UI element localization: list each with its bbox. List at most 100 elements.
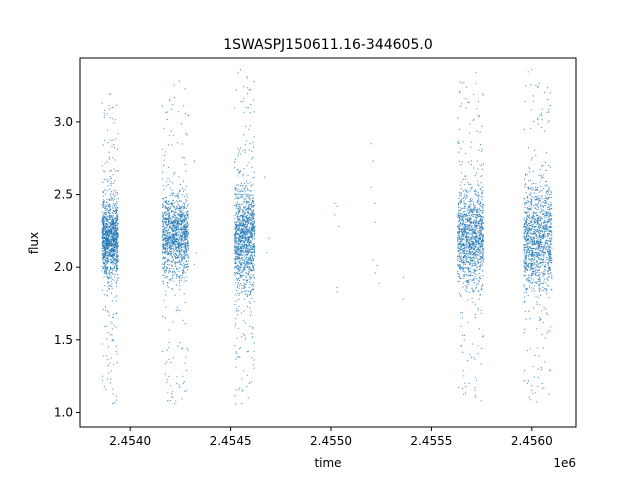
data-point xyxy=(169,214,171,216)
data-point xyxy=(239,193,241,195)
data-point xyxy=(467,281,469,283)
data-point xyxy=(481,216,483,218)
data-point xyxy=(467,232,469,234)
data-point xyxy=(481,265,483,267)
data-point xyxy=(176,262,179,264)
data-point xyxy=(479,278,481,280)
data-point xyxy=(480,264,482,266)
data-point xyxy=(112,249,114,251)
data-point xyxy=(176,254,178,256)
data-point xyxy=(182,209,184,211)
data-point xyxy=(185,261,187,263)
data-point xyxy=(110,240,112,242)
data-point xyxy=(116,361,118,364)
data-point xyxy=(184,267,186,269)
data-point xyxy=(459,215,461,217)
data-point xyxy=(468,251,470,253)
data-point xyxy=(236,314,238,316)
data-point xyxy=(173,192,175,194)
data-point xyxy=(242,218,244,220)
data-point xyxy=(114,258,116,260)
data-point xyxy=(164,151,167,153)
data-point xyxy=(251,262,253,265)
data-point xyxy=(478,235,480,237)
data-point xyxy=(253,171,255,173)
data-point xyxy=(107,221,109,223)
data-point xyxy=(460,221,462,223)
data-point xyxy=(460,295,462,297)
data-point xyxy=(236,197,238,199)
data-point xyxy=(115,395,117,397)
data-point xyxy=(108,227,111,229)
data-point xyxy=(234,245,236,247)
data-point xyxy=(248,208,250,210)
data-point xyxy=(479,226,481,228)
data-point xyxy=(471,228,473,230)
data-point xyxy=(170,210,172,212)
data-point xyxy=(104,114,106,116)
data-point xyxy=(113,234,115,236)
data-point xyxy=(175,267,178,269)
data-point xyxy=(471,188,473,190)
data-point xyxy=(178,227,180,229)
data-point xyxy=(465,86,468,88)
data-point xyxy=(243,228,245,231)
data-point xyxy=(479,203,481,205)
data-point xyxy=(480,242,482,244)
data-point xyxy=(162,251,164,253)
data-point xyxy=(467,225,469,227)
data-point xyxy=(163,231,165,233)
data-point xyxy=(173,271,176,273)
data-point xyxy=(481,218,483,220)
data-point xyxy=(470,270,472,272)
data-point xyxy=(234,303,236,306)
data-point xyxy=(172,224,175,226)
data-point xyxy=(254,232,256,234)
data-point xyxy=(468,271,470,273)
data-point xyxy=(103,254,105,256)
data-point xyxy=(469,274,471,276)
data-point xyxy=(107,233,109,235)
data-point xyxy=(175,277,178,279)
data-point xyxy=(235,229,237,231)
data-point xyxy=(242,175,244,177)
data-point xyxy=(243,265,245,267)
data-point xyxy=(465,213,467,215)
data-point xyxy=(472,263,474,265)
data-point xyxy=(112,226,114,228)
data-point xyxy=(175,232,177,234)
data-point xyxy=(106,246,108,248)
data-point xyxy=(117,235,119,237)
data-point xyxy=(167,243,169,245)
data-point xyxy=(239,236,241,239)
data-point xyxy=(106,189,108,192)
data-point xyxy=(471,236,473,238)
data-point xyxy=(471,211,473,213)
data-point xyxy=(234,272,236,274)
data-point xyxy=(242,232,244,234)
data-point xyxy=(461,250,463,252)
data-point xyxy=(237,228,239,230)
data-point xyxy=(165,270,167,272)
data-point xyxy=(470,252,472,254)
data-point xyxy=(168,264,170,266)
data-point xyxy=(114,276,116,278)
data-point xyxy=(106,218,108,220)
data-point xyxy=(477,192,479,194)
data-point xyxy=(180,213,183,215)
data-point xyxy=(480,400,482,402)
data-point xyxy=(465,253,467,255)
data-point xyxy=(468,264,471,266)
data-point xyxy=(247,229,249,231)
data-point xyxy=(467,214,469,216)
data-point xyxy=(251,202,253,204)
data-point xyxy=(174,232,176,234)
data-point xyxy=(473,263,475,265)
data-point xyxy=(104,261,106,263)
data-point xyxy=(479,234,481,236)
data-point xyxy=(174,256,176,259)
data-point xyxy=(107,254,109,256)
data-point xyxy=(234,193,236,195)
data-point xyxy=(253,229,256,231)
